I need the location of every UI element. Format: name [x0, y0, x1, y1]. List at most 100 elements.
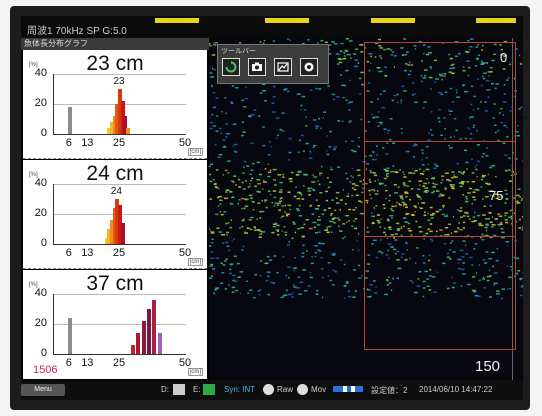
depth-label-mid: 75 [489, 188, 504, 203]
histogram-bar [112, 208, 117, 244]
raw-radio[interactable] [263, 384, 274, 395]
histogram-plot [53, 184, 186, 245]
y-tick-label: 40 [34, 67, 47, 79]
y-tick-label: 0 [40, 237, 47, 249]
d-color-swatch[interactable] [173, 384, 185, 395]
histogram-bar [157, 333, 162, 354]
settings-icon [304, 62, 314, 72]
x-tick-label: 13 [81, 137, 94, 149]
y-tick-label: 0 [40, 347, 47, 359]
echogram-display[interactable]: 0 75 150 [209, 38, 523, 380]
e-label: E: [193, 385, 201, 394]
status-text: 周波1 70kHz SP G:5.0 [27, 26, 127, 37]
histogram-bar [104, 238, 109, 244]
histogram-plot [53, 74, 186, 135]
x-tick-label: 25 [112, 247, 126, 259]
histogram-bar [147, 309, 152, 354]
x-tick-label: 6 [65, 357, 72, 369]
histogram-bar [107, 128, 112, 134]
y-tick-label: 40 [34, 287, 47, 299]
histogram-plot [53, 294, 186, 355]
toolbar-title: ツールバー [221, 48, 256, 55]
y-tick-label: 20 [34, 317, 47, 329]
histogram-bar [115, 199, 120, 244]
range-marker [371, 18, 415, 23]
mov-radio[interactable] [297, 384, 308, 395]
mode-bar-label: 24 [110, 186, 122, 197]
analysis-frame-divider [364, 141, 516, 142]
refresh-icon [225, 61, 237, 73]
histogram-bar [67, 318, 72, 354]
raw-label: Raw [277, 385, 294, 394]
y-tick-label: 20 [34, 97, 47, 109]
histogram-panel-1: 23 cm [%] 40 20 0 23 6 13 25 50 [cm] [23, 50, 207, 159]
mov-label: Mov [311, 385, 327, 394]
x-tick-label: 13 [81, 357, 94, 369]
y-tick-label: 20 [34, 207, 47, 219]
camera-icon [252, 62, 262, 71]
histogram-bar [123, 116, 128, 134]
x-tick-label: 50 [178, 137, 192, 149]
analysis-frame [364, 42, 516, 350]
x-tick-label: 50 [178, 247, 192, 259]
x-tick-label: 25 [112, 137, 126, 149]
datetime: 2014/06/10 14:47:22 [419, 385, 493, 394]
gridline [54, 74, 186, 75]
refresh-button[interactable] [222, 58, 240, 76]
histogram-panel-title: 魚体長分布グラフ [21, 38, 209, 50]
d-label: D: [161, 385, 169, 394]
range-marker [476, 18, 516, 23]
gridline [54, 184, 186, 185]
y-tick-label: 40 [34, 177, 47, 189]
histogram-bar [120, 101, 125, 134]
panel-separator [23, 158, 207, 159]
histogram-bar [112, 116, 117, 134]
fish-count: 1506 [33, 364, 58, 376]
mode-size-value: 23 cm [86, 52, 144, 75]
y-tick-label: 0 [40, 127, 47, 139]
status-bar: 周波1 70kHz SP G:5.0 [21, 16, 523, 38]
x-tick-label: 6 [65, 137, 72, 149]
x-tick-label: 50 [178, 357, 192, 369]
histogram-bar [118, 205, 122, 244]
mode-size-value: 24 cm [86, 162, 144, 185]
histogram-panel-3: 37 cm [%] 40 20 0 6 13 25 50 [cm] 1506 [23, 270, 207, 379]
toolbar: ツールバー [217, 44, 329, 84]
range-marker [265, 18, 309, 23]
gridline [54, 294, 186, 295]
setting-value: 設定値：2 [371, 386, 408, 395]
settings-button[interactable] [300, 58, 318, 76]
histogram-bar [110, 122, 115, 134]
depth-label-bottom: 150 [475, 358, 501, 375]
histogram-panel-2: 24 cm [%] 40 20 0 24 6 13 25 50 [cm] [23, 160, 207, 269]
depth-label-top: 0 [500, 50, 508, 65]
x-tick-label: 6 [65, 247, 72, 259]
x-unit-label: [cm] [187, 258, 203, 266]
histogram-bar [110, 220, 115, 244]
sync-status: Syn: INT [224, 385, 256, 394]
histogram-bar [131, 345, 136, 354]
gridline [54, 324, 186, 325]
x-tick-label: 25 [112, 357, 126, 369]
histogram-bar [152, 300, 157, 354]
e-color-swatch[interactable] [203, 384, 215, 395]
histogram-bar [120, 223, 125, 244]
y-unit-label: [%] [29, 282, 38, 288]
mode-bar-label: 23 [113, 76, 125, 87]
record-button[interactable] [274, 58, 292, 76]
histogram-bar [141, 321, 146, 354]
analysis-frame-divider [364, 236, 516, 237]
histogram-bar [67, 107, 72, 134]
histogram-bar [136, 333, 141, 354]
panel-separator [23, 268, 207, 269]
depth-scale-line [512, 38, 513, 380]
echogram-canvas [209, 38, 523, 300]
histogram-bar [115, 104, 120, 134]
color-scale-bar [333, 386, 363, 392]
menu-button[interactable]: Menu [21, 384, 65, 396]
camera-button[interactable] [248, 58, 266, 76]
sonar-screen: 周波1 70kHz SP G:5.0 0 75 150 魚体長分布グラフ 23 … [21, 16, 523, 400]
histogram-bar [118, 89, 122, 134]
x-unit-label: [cm] [187, 148, 203, 156]
record-icon [277, 62, 289, 72]
